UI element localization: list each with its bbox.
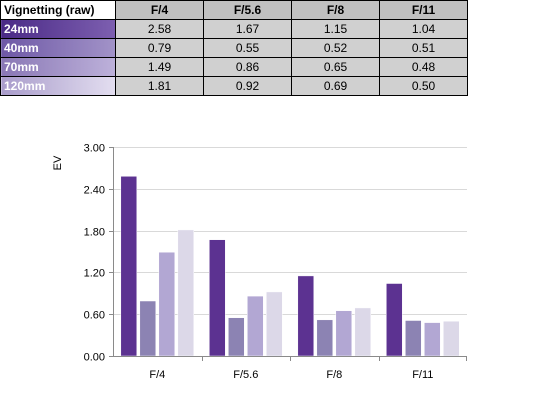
column-header: F/11: [379, 0, 468, 20]
table-cell: 0.55: [203, 38, 292, 58]
x-tick-label: F/8: [326, 369, 342, 381]
bar: [158, 251, 176, 357]
bar: [297, 275, 315, 357]
y-tick-label: 0.00: [84, 352, 105, 364]
column-header: F/5.6: [203, 0, 292, 20]
y-tick-label: 1.20: [84, 268, 105, 280]
row-label: 40mm: [0, 38, 116, 58]
table-cell: 0.48: [379, 57, 468, 77]
bar: [209, 239, 226, 357]
table-cell: 0.86: [203, 57, 292, 77]
y-tick-label: 2.40: [84, 185, 105, 197]
bar: [228, 317, 245, 357]
row-label: 120mm: [0, 76, 116, 96]
bar: [405, 320, 422, 357]
x-tick-label: F/11: [412, 369, 433, 381]
bar: [443, 320, 460, 357]
table-cell: 0.52: [291, 38, 380, 58]
bar: [424, 322, 441, 357]
bar: [316, 319, 334, 357]
bar: [177, 229, 195, 357]
y-axis-label: EV: [52, 155, 64, 170]
table-cell: 1.81: [115, 76, 204, 96]
bar: [335, 310, 353, 357]
table-cell: 0.92: [203, 76, 292, 96]
y-tick-label: 0.60: [84, 310, 105, 322]
table-row: 70mm 1.49 0.86 0.65 0.48: [0, 57, 468, 77]
vignetting-table: Vignetting (raw) F/4 F/5.6 F/8 F/11 24mm…: [0, 0, 468, 96]
bar: [247, 295, 264, 357]
axes: 0.00 0.60 1.20 1.80 2.40 3.00 F/4 F/5.6 F/8 F/11: [84, 143, 467, 381]
bar: [354, 307, 372, 357]
table-cell: 1.49: [115, 57, 204, 77]
x-tick-label: F/5.6: [233, 369, 258, 381]
table-corner-label: Vignetting (raw): [0, 0, 116, 20]
table-row: 120mm 1.81 0.92 0.69 0.50: [0, 76, 468, 96]
row-label: 24mm: [0, 19, 116, 39]
table-cell: 0.50: [379, 76, 468, 96]
table-cell: 2.58: [115, 19, 204, 39]
x-tick-label: F/4: [149, 369, 165, 381]
y-tick-label: 3.00: [84, 143, 105, 155]
bar: [139, 300, 157, 357]
table-header-row: Vignetting (raw) F/4 F/5.6 F/8 F/11: [0, 0, 468, 20]
column-header: F/4: [115, 0, 204, 20]
bar: [120, 176, 138, 357]
table-cell: 0.51: [379, 38, 468, 58]
row-label: 70mm: [0, 57, 116, 77]
table-cell: 1.15: [291, 19, 380, 39]
table-row: 40mm 0.79 0.55 0.52 0.51: [0, 38, 468, 58]
y-tick-label: 1.80: [84, 227, 105, 239]
table-cell: 0.65: [291, 57, 380, 77]
bar: [386, 283, 403, 357]
bar: [266, 291, 283, 357]
bars: [120, 176, 460, 357]
